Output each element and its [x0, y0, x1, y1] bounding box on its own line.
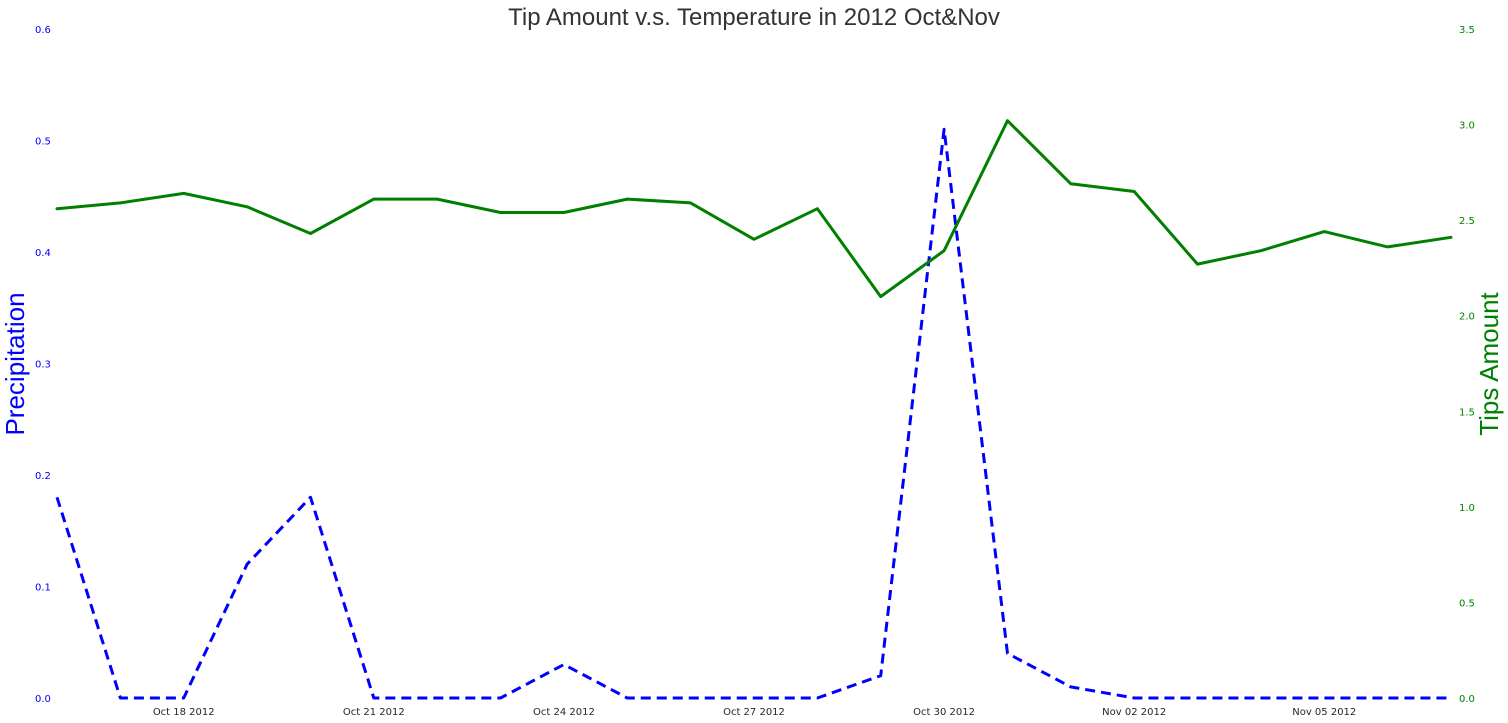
left-tick-label: 0.1	[35, 583, 51, 594]
x-tick-label: Oct 21 2012	[343, 707, 405, 718]
right-tick-label: 3.5	[1459, 25, 1475, 36]
x-tick-label: Oct 24 2012	[533, 707, 595, 718]
left-axis-ticks: 0.0 0.1 0.2 0.3 0.4 0.5 0.6	[35, 25, 51, 705]
x-tick-label: Oct 18 2012	[153, 707, 215, 718]
left-tick-label: 0.4	[35, 248, 51, 259]
x-axis-ticks: Oct 18 2012 Oct 21 2012 Oct 24 2012 Oct 27 …	[153, 707, 1356, 718]
x-tick-label: Nov 05 2012	[1292, 707, 1356, 718]
right-tick-label: 3.0	[1459, 121, 1475, 132]
x-tick-label: Oct 27 2012	[723, 707, 785, 718]
precipitation-series-line	[55, 127, 1451, 700]
x-tick-label: Nov 02 2012	[1102, 707, 1166, 718]
left-tick-label: 0.5	[35, 137, 51, 148]
plot-lines	[55, 119, 1453, 700]
left-tick-label: 0.2	[35, 471, 51, 482]
left-tick-label: 0.6	[35, 25, 51, 36]
right-tick-label: 2.5	[1459, 216, 1475, 227]
right-tick-label: 1.0	[1459, 503, 1475, 514]
right-tick-label: 0.0	[1459, 694, 1475, 705]
right-tick-label: 2.0	[1459, 312, 1475, 323]
left-tick-label: 0.0	[35, 694, 51, 705]
chart-title: Tip Amount v.s. Temperature in 2012 Oct&…	[508, 4, 1000, 31]
right-axis-ticks: 0.0 0.5 1.0 1.5 2.0 2.5 3.0 3.5	[1459, 25, 1475, 705]
tips-amount-series-line	[55, 119, 1453, 299]
left-tick-label: 0.3	[35, 360, 51, 371]
right-tick-label: 0.5	[1459, 598, 1475, 609]
right-axis-label: Tips Amount	[1474, 291, 1504, 435]
left-axis-label: Precipitation	[0, 292, 30, 435]
right-tick-label: 1.5	[1459, 407, 1475, 418]
x-tick-label: Oct 30 2012	[913, 707, 975, 718]
